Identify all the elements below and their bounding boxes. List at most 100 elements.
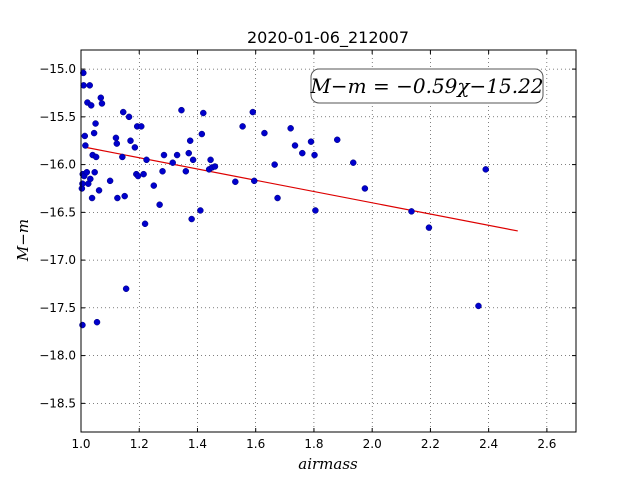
data-point [97, 94, 105, 101]
data-point [425, 224, 433, 231]
data-point [91, 168, 98, 176]
data-point [408, 208, 415, 215]
x-tick-label: 1.6 [246, 437, 265, 451]
y-tick-label: −16.5 [39, 205, 76, 219]
data-point [189, 156, 197, 164]
data-point [87, 175, 94, 183]
data-point [119, 108, 127, 116]
y-tick-label: −18.5 [39, 396, 76, 410]
x-tick-label: 2.4 [479, 437, 498, 451]
x-tick-label: 2.0 [363, 437, 382, 451]
data-point [160, 151, 168, 159]
data-point [141, 220, 149, 228]
data-point [131, 144, 139, 151]
data-point [92, 153, 100, 161]
y-tick-label: −16.0 [39, 158, 76, 172]
plot-frame [80, 49, 577, 433]
annotation-frame [310, 68, 544, 104]
x-tick-label: 1.4 [188, 437, 207, 451]
data-point [173, 151, 181, 159]
axis-ticks: 1.0 1.2 1.4 1.6 1.8 2.0 2.2 2.4 2.6 −15.0 −15.5 −16… [39, 50, 576, 451]
data-point [287, 125, 294, 132]
data-point [125, 113, 133, 121]
y-tick-label: −18.0 [39, 349, 76, 363]
data-point [251, 177, 258, 185]
fit-equation: M−m = −0.59χ−15.22 [309, 74, 543, 98]
data-point [159, 168, 166, 175]
y-tick-label: −17.5 [39, 301, 76, 315]
data-point [274, 194, 281, 202]
data-points [78, 69, 489, 329]
data-point [80, 82, 87, 89]
data-point [79, 321, 86, 329]
data-point [188, 215, 195, 223]
data-point [122, 285, 130, 292]
data-point [113, 140, 121, 147]
data-point [114, 194, 121, 202]
data-point [197, 207, 204, 214]
data-point [95, 187, 103, 194]
data-point [134, 172, 142, 180]
data-point [90, 129, 98, 137]
data-point [88, 194, 96, 202]
data-point [361, 185, 369, 192]
data-point [239, 123, 246, 130]
data-point [299, 149, 306, 157]
data-point [138, 123, 145, 130]
data-point [143, 156, 150, 164]
data-point [140, 170, 147, 178]
data-point [333, 136, 341, 144]
data-point [482, 166, 489, 173]
data-point [178, 106, 185, 114]
data-point [211, 163, 219, 170]
data-point [350, 159, 357, 166]
x-axis-label: airmass [298, 455, 358, 473]
data-point [93, 318, 101, 326]
data-point [127, 137, 134, 144]
fit-annotation-box: M−m = −0.59χ−15.22 [309, 68, 544, 104]
x-tick-label: 2.2 [421, 437, 440, 451]
data-point [87, 102, 95, 109]
data-point [86, 82, 93, 89]
fit-line-layer [83, 146, 518, 232]
data-point [271, 161, 278, 168]
data-point [198, 130, 206, 138]
data-point [207, 156, 214, 164]
data-point [81, 132, 89, 140]
data-point [80, 69, 87, 77]
x-tick-label: 1.2 [130, 437, 149, 451]
data-point [156, 201, 163, 208]
data-point [291, 142, 299, 149]
data-point [169, 159, 176, 166]
data-point [182, 168, 190, 175]
data-point [92, 120, 99, 127]
data-point [261, 129, 268, 137]
data-point [475, 302, 482, 310]
x-tick-label: 1.0 [71, 437, 90, 451]
y-tick-label: −17.0 [39, 253, 76, 267]
data-point [150, 182, 158, 189]
x-tick-label: 2.6 [537, 437, 556, 451]
data-point [112, 134, 120, 142]
y-axis-label: M−m [14, 219, 32, 262]
data-point [98, 100, 106, 107]
data-point [307, 138, 315, 145]
data-point [82, 142, 89, 149]
data-point [312, 207, 319, 214]
data-point [311, 151, 318, 159]
data-point [185, 149, 192, 157]
y-tick-label: −15.5 [39, 110, 76, 124]
data-point [249, 108, 257, 116]
data-point [83, 168, 91, 176]
data-point [186, 137, 194, 144]
data-point [232, 178, 239, 186]
data-point [119, 153, 126, 161]
fit-line [83, 146, 518, 232]
data-point [106, 177, 114, 185]
data-point [200, 109, 207, 117]
y-tick-label: −15.0 [39, 62, 76, 76]
data-point [121, 192, 128, 200]
chart-title: 2020-01-06_212007 [247, 28, 409, 48]
x-tick-label: 1.8 [304, 437, 323, 451]
